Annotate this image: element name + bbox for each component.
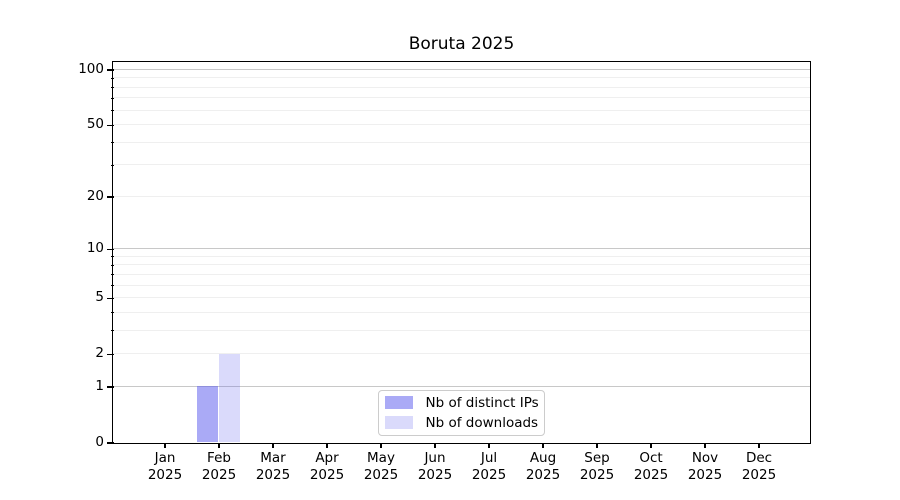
y-minor-tick-mark	[110, 256, 114, 258]
x-tick-mark	[164, 443, 166, 448]
gridline-minor	[113, 284, 810, 286]
x-tick-label: Dec 2025	[741, 450, 777, 483]
gridline-minor	[113, 264, 810, 266]
bar-nb-of-downloads	[218, 353, 241, 442]
x-tick-label: Feb 2025	[201, 450, 237, 483]
x-tick-mark	[704, 443, 706, 448]
y-minor-tick-mark	[110, 264, 114, 266]
y-tick-label: 1	[95, 377, 104, 394]
x-tick-mark	[218, 443, 220, 448]
x-tick-label: Jul 2025	[471, 450, 507, 483]
gridline-minor	[113, 329, 810, 331]
y-tick-label: 10	[86, 240, 104, 257]
x-tick-label: Nov 2025	[687, 450, 723, 483]
x-tick-mark	[434, 443, 436, 448]
y-minor-tick-mark	[110, 77, 114, 79]
y-tick-mark	[107, 442, 114, 444]
gridline-minor	[113, 195, 810, 197]
legend-swatch	[384, 396, 413, 409]
gridline-major	[113, 68, 810, 71]
y-minor-tick-mark	[110, 274, 114, 276]
x-tick-mark	[758, 443, 760, 448]
y-minor-tick-mark	[110, 97, 114, 99]
gridline-minor	[113, 353, 810, 355]
gridline-minor	[113, 109, 810, 111]
x-tick-mark	[650, 443, 652, 448]
gridline-minor	[113, 255, 810, 257]
x-tick-label: Sep 2025	[579, 450, 615, 483]
x-tick-mark	[488, 443, 490, 448]
gridline-minor	[113, 141, 810, 143]
x-tick-mark	[380, 443, 382, 448]
y-minor-tick-mark	[110, 142, 114, 144]
y-minor-tick-mark	[110, 312, 114, 314]
x-tick-label: May 2025	[363, 450, 399, 483]
y-tick-label: 5	[95, 289, 104, 306]
x-tick-label: Apr 2025	[309, 450, 345, 483]
y-tick-label: 0	[95, 434, 104, 450]
gridline-minor	[113, 97, 810, 99]
x-tick-label: Aug 2025	[525, 450, 561, 483]
x-tick-mark	[542, 443, 544, 448]
y-minor-tick-mark	[110, 330, 114, 332]
y-tick-mark	[107, 297, 114, 299]
y-tick-label: 20	[86, 187, 104, 204]
x-tick-label: Jan 2025	[147, 450, 183, 483]
gridline-minor	[113, 311, 810, 313]
legend-item: Nb of downloads	[384, 414, 539, 431]
bar-nb-of-distinct-ips	[196, 386, 219, 442]
legend-label: Nb of distinct IPs	[425, 394, 539, 411]
y-minor-tick-mark	[110, 110, 114, 112]
x-tick-label: Jun 2025	[417, 450, 453, 483]
y-tick-mark	[107, 248, 114, 250]
y-tick-label: 2	[95, 345, 104, 362]
gridline-minor	[113, 273, 810, 275]
y-tick-mark	[107, 386, 114, 388]
gridline-minor	[113, 77, 810, 79]
plot-area: Nb of distinct IPs Nb of downloads	[112, 61, 811, 444]
x-tick-label: Oct 2025	[633, 450, 669, 483]
y-minor-tick-mark	[110, 285, 114, 287]
y-tick-mark	[107, 124, 114, 126]
x-tick-mark	[272, 443, 274, 448]
legend-item: Nb of distinct IPs	[384, 394, 539, 411]
y-minor-tick-mark	[110, 164, 114, 166]
y-minor-tick-mark	[110, 87, 114, 89]
y-tick-mark	[107, 353, 114, 355]
gridline-minor	[113, 164, 810, 166]
legend: Nb of distinct IPs Nb of downloads	[377, 389, 545, 436]
gridline-minor	[113, 124, 810, 126]
chart-title: Boruta 2025	[408, 34, 515, 54]
x-tick-mark	[326, 443, 328, 448]
x-tick-mark	[596, 443, 598, 448]
y-tick-label: 50	[86, 116, 104, 133]
y-tick-label: 100	[78, 61, 104, 77]
legend-label: Nb of downloads	[425, 414, 539, 431]
gridline-minor	[113, 86, 810, 88]
gridline-major	[113, 248, 810, 250]
gridline-minor	[113, 297, 810, 299]
gridline-major	[113, 385, 810, 388]
legend-swatch	[384, 416, 413, 429]
y-tick-mark	[107, 196, 114, 198]
x-tick-label: Mar 2025	[255, 450, 291, 483]
y-tick-mark	[107, 69, 114, 71]
